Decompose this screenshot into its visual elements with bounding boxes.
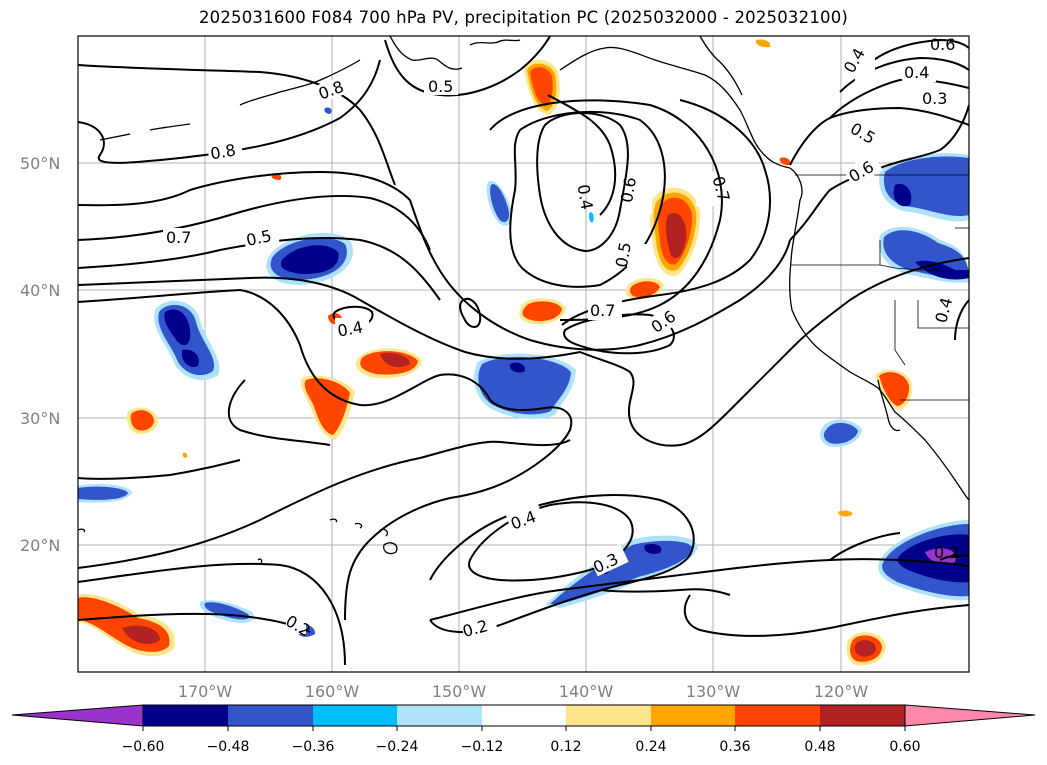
plot-frame xyxy=(77,35,970,673)
colorbar: −0.60 −0.48 −0.36 −0.24 −0.12 0.12 0.24 … xyxy=(11,704,1036,755)
contour-label: 0.7 xyxy=(590,301,615,320)
contour-label: 0.6 xyxy=(617,176,640,204)
lon-label-150w: 150°W xyxy=(432,682,487,701)
colorbar-segment xyxy=(143,705,228,726)
contour-label: 0.5 xyxy=(244,226,273,250)
colorbar-tick-label: 0.60 xyxy=(889,739,920,755)
lat-label-50n: 50°N xyxy=(20,154,60,173)
contour-label: 0.2 xyxy=(934,543,959,562)
colorbar-extend-low xyxy=(11,704,144,727)
contour-label: 0.4 xyxy=(904,63,929,82)
colorbar-segment xyxy=(566,705,651,726)
precip-negative-areas xyxy=(78,107,969,637)
contour-label: 0.7 xyxy=(166,228,191,247)
lat-label-30n: 30°N xyxy=(20,409,60,428)
contour-label: 0.3 xyxy=(922,89,947,108)
colorbar-tick-label: −0.48 xyxy=(207,739,250,755)
map-layers: 0.5 0.8 0.8 0.7 0.5 0.4 0.4 0.6 0.7 0.5 … xyxy=(78,35,969,672)
colorbar-segment xyxy=(313,705,397,726)
longitude-labels: 170°W 160°W 150°W 140°W 130°W 120°W xyxy=(178,682,869,701)
lon-label-170w: 170°W xyxy=(178,682,233,701)
colorbar-tick-label: −0.36 xyxy=(292,739,335,755)
latitude-labels: 20°N 30°N 40°N 50°N xyxy=(20,154,60,555)
lon-label-130w: 130°W xyxy=(686,682,741,701)
colorbar-tick-label: 0.12 xyxy=(550,739,581,755)
colorbar-segment xyxy=(820,705,905,726)
colorbar-tick-label: −0.24 xyxy=(376,739,419,755)
colorbar-tick-label: 0.24 xyxy=(635,739,666,755)
contour-label: 0.5 xyxy=(428,77,453,96)
colorbar-segment xyxy=(735,705,820,726)
lat-label-40n: 40°N xyxy=(20,281,60,300)
colorbar-segment xyxy=(651,705,735,726)
colorbar-segment xyxy=(397,705,482,726)
pv-contour-labels: 0.5 0.8 0.8 0.7 0.5 0.4 0.4 0.6 0.7 0.5 … xyxy=(163,35,959,641)
colorbar-segment xyxy=(482,705,566,726)
contour-label: 0.4 xyxy=(336,317,364,340)
map-title: 2025031600 F084 700 hPa PV, precipitatio… xyxy=(198,8,849,27)
lon-label-160w: 160°W xyxy=(305,682,360,701)
colorbar-segment xyxy=(228,705,313,726)
political-borders xyxy=(790,174,969,401)
contour-label: 0.4 xyxy=(574,183,597,211)
lon-label-140w: 140°W xyxy=(559,682,614,701)
colorbar-tick-label: 0.36 xyxy=(719,739,750,755)
precip-positive-areas xyxy=(78,39,913,666)
contour-label: 0.6 xyxy=(930,35,955,54)
precip-shading xyxy=(78,39,969,666)
contour-label: 0.5 xyxy=(612,241,635,269)
colorbar-tick-label: 0.48 xyxy=(804,739,835,755)
colorbar-extend-high xyxy=(904,704,1036,727)
lon-label-120w: 120°W xyxy=(814,682,869,701)
contour-label: 0.8 xyxy=(209,140,237,163)
lat-label-20n: 20°N xyxy=(20,536,60,555)
colorbar-tick-label: −0.60 xyxy=(122,739,165,755)
colorbar-tick-label: −0.12 xyxy=(461,739,504,755)
